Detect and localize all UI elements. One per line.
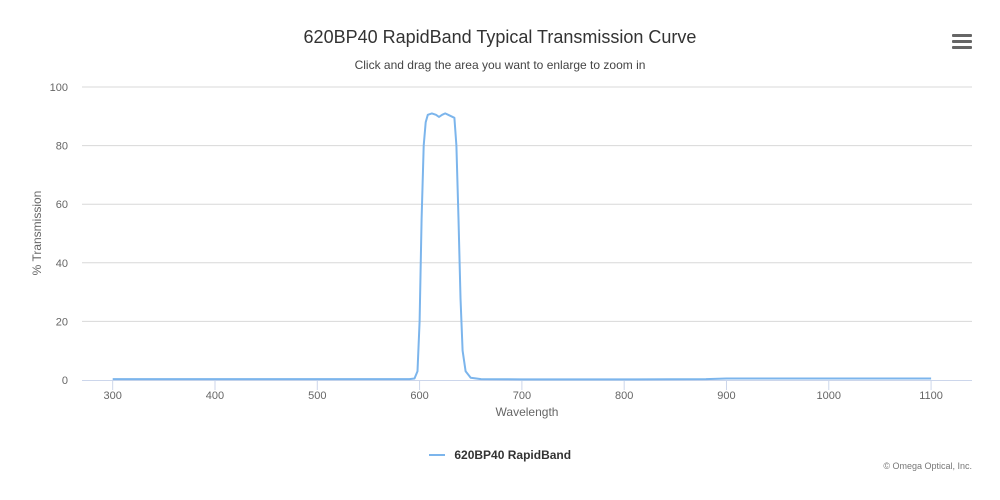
y-axis-title: % Transmission <box>30 191 44 276</box>
hamburger-menu-icon[interactable] <box>950 32 974 52</box>
x-tick-label: 600 <box>410 390 428 402</box>
legend-swatch <box>428 453 445 456</box>
menu-bar <box>952 40 972 43</box>
legend-item[interactable]: 620BP40 RapidBand <box>0 446 1000 464</box>
x-tick-label: 800 <box>615 390 633 402</box>
y-tick-label: 100 <box>50 82 68 94</box>
x-tick-label: 1100 <box>919 390 943 402</box>
y-tick-label: 60 <box>56 199 68 211</box>
x-tick-label: 900 <box>717 390 735 402</box>
x-axis-title: Wavelength <box>496 405 559 419</box>
series-line[interactable] <box>112 112 932 381</box>
y-tick-label: 80 <box>56 141 68 153</box>
x-tick-label: 700 <box>513 390 531 402</box>
chart-subtitle: Click and drag the area you want to enla… <box>354 58 646 72</box>
legend-label: 620BP40 RapidBand <box>454 447 572 462</box>
x-tick-label: 400 <box>206 390 224 402</box>
credits-text: © Omega Optical, Inc. <box>883 461 972 471</box>
menu-bar <box>952 34 972 37</box>
y-tick-label: 20 <box>56 316 68 328</box>
x-tick-label: 500 <box>308 390 326 402</box>
menu-bar <box>952 46 972 49</box>
x-tick-label: 1000 <box>817 390 841 402</box>
y-tick-label: 0 <box>62 375 68 387</box>
y-tick-label: 40 <box>56 258 68 270</box>
chart-title: 620BP40 RapidBand Typical Transmission C… <box>303 27 697 47</box>
x-tick-label: 300 <box>104 390 122 402</box>
